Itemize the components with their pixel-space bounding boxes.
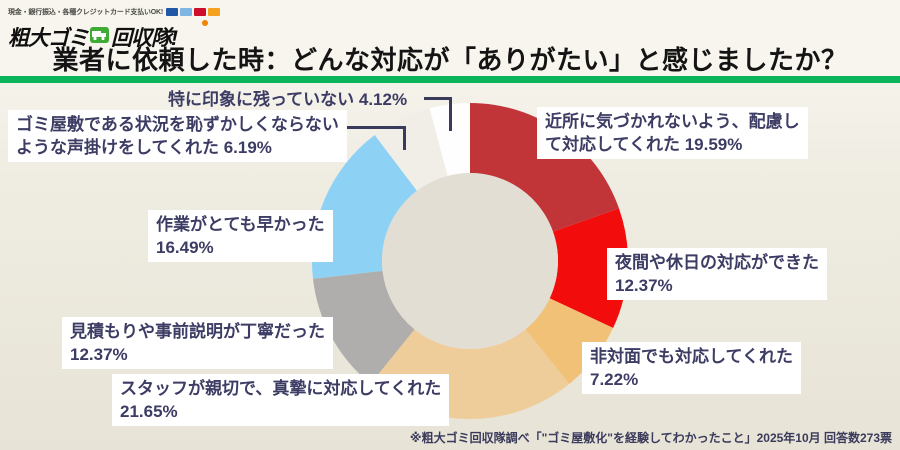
logo-part2: 回収隊!	[111, 27, 178, 51]
logo-text: 粗大ゴミ 回収隊!	[8, 20, 222, 52]
brand-logo: 現金・銀行振込・各種クレジットカード支払いOK! 粗大ゴミ 回収隊!	[8, 3, 222, 52]
slice-label-neighbors: 近所に気づかれないよう、配慮し て対応してくれた 19.59%	[537, 107, 808, 159]
mastercard-icon	[208, 7, 221, 16]
truck-icon	[90, 27, 109, 44]
pie-slice-4	[313, 270, 415, 384]
logo-accent-dot	[202, 20, 209, 27]
payment-banner: 現金・銀行振込・各種クレジットカード支払いOK!	[8, 9, 164, 16]
jcb-card-icon	[194, 7, 207, 16]
donut-hole	[382, 173, 558, 349]
source-note: ※粗大ゴミ回収隊調べ「"ゴミ屋敷化"を経験してわかったこと」2025年10月 回…	[409, 431, 892, 445]
title-underline	[0, 76, 900, 83]
label-connector-voice	[331, 126, 406, 150]
header: 現金・銀行振込・各種クレジットカード支払いOK! 粗大ゴミ 回収隊! 業者に依頼し…	[0, 0, 900, 83]
pie-slice-2	[525, 298, 614, 384]
slice-label-voice: ゴミ屋敷である状況を恥ずかしくならない ような声掛けをしてくれた 6.19%	[8, 110, 347, 162]
slice-label-night: 夜間や休日の対応ができた 12.37%	[607, 248, 827, 300]
slice-label-estimate: 見積もりや事前説明が丁寧だった 12.37%	[62, 317, 333, 369]
label-connector-no-impression	[424, 97, 452, 131]
slice-label-contactless: 非対面でも対応してくれた 7.22%	[582, 342, 801, 394]
pie-slice-5	[312, 135, 417, 279]
amex-card-icon	[180, 7, 193, 16]
logo-part1: 粗大ゴミ	[8, 27, 89, 51]
slice-label-no-impression: 特に印象に残っていない 4.12%	[168, 90, 408, 109]
pie-slice-7	[429, 103, 470, 176]
slice-label-speed: 作業がとても早かった 16.49%	[148, 210, 333, 262]
slice-label-staff: スタッフが親切で、真摯に対応してくれた 21.65%	[112, 374, 450, 426]
payment-cards	[166, 3, 222, 21]
page-title: 業者に依頼した時：どんな対応が「ありがたい」と感じましたか？	[52, 45, 848, 75]
visa-card-icon	[166, 7, 179, 16]
pie-slice-0	[470, 103, 619, 232]
